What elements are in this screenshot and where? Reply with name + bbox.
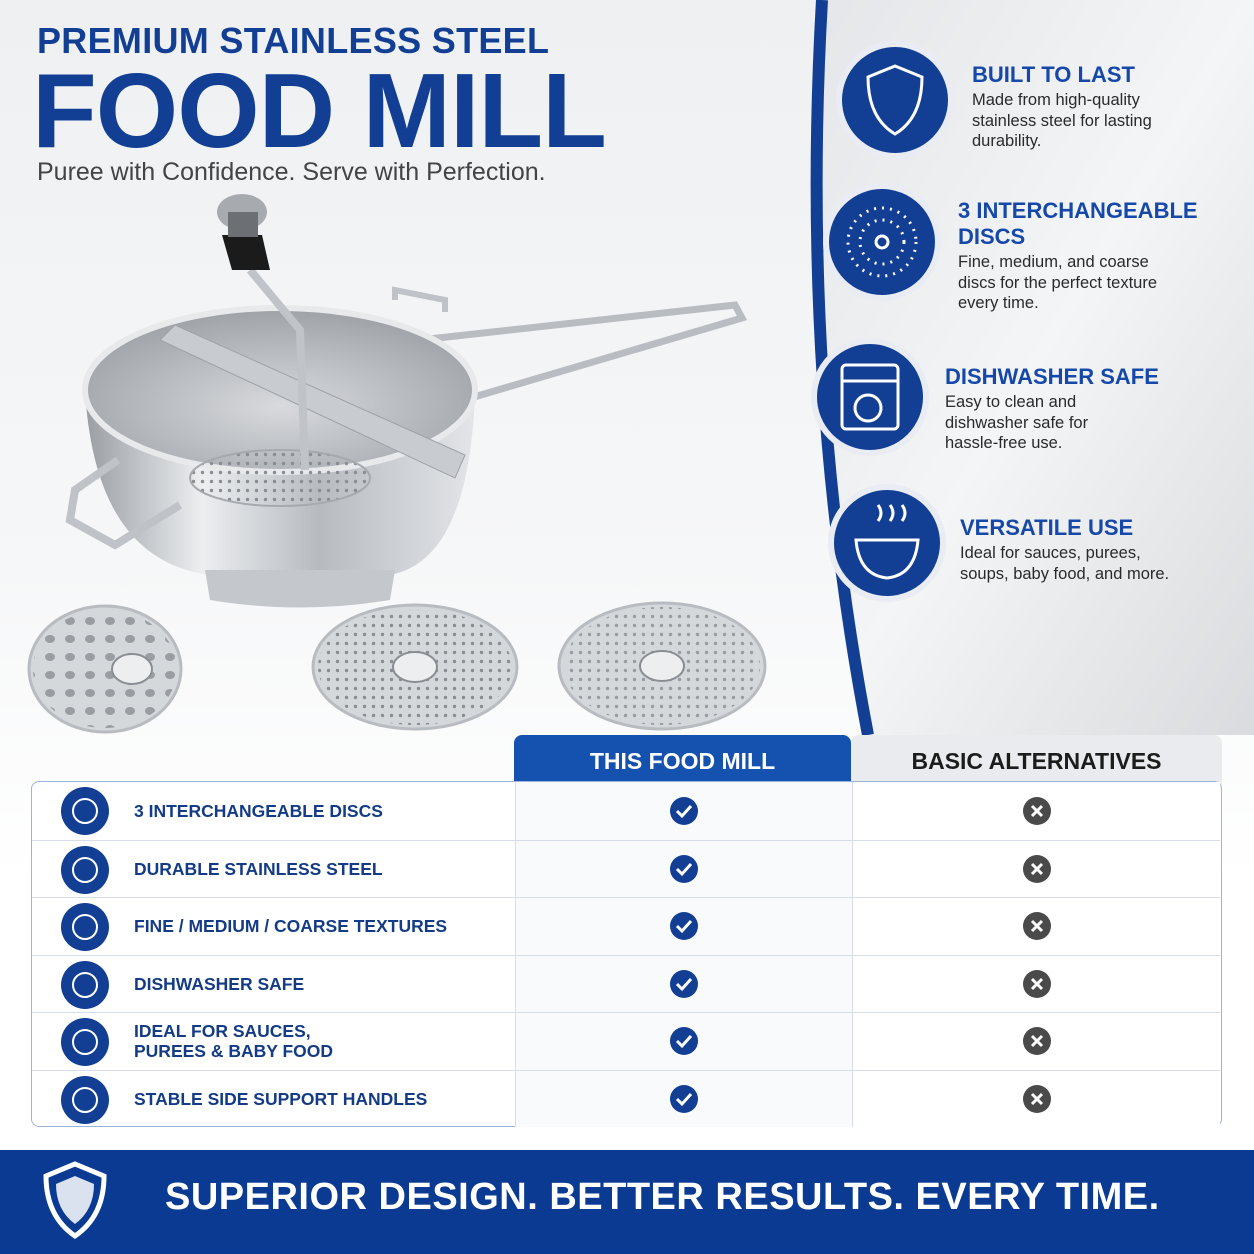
feature-text: Easy to clean and dishwasher safe for ha…: [945, 393, 1089, 452]
table-cell: [852, 955, 1220, 1012]
row-label: 3 INTERCHANGEABLE DISCS: [134, 800, 383, 821]
tagline: Puree with Confidence. Serve with Perfec…: [37, 158, 546, 186]
check-icon: [670, 912, 698, 941]
comparison-table: 3 INTERCHANGEABLE DISCS DURABLE STAINLESS…: [31, 781, 1222, 1127]
column-header: BASIC ALTERNATIVES: [851, 735, 1222, 787]
table-cell: [515, 898, 852, 955]
slogan: SUPERIOR DESIGN. BETTER RESULTS. EVERY T…: [165, 1176, 1160, 1218]
cross-icon: [1022, 796, 1051, 825]
table-cell: [515, 782, 852, 840]
table-row: STABLE SIDE SUPPORT HANDLES: [32, 1069, 1220, 1127]
title: FOOD MILL: [32, 52, 607, 170]
table-row: FINE / MEDIUM / COARSE TEXTURES: [32, 897, 1220, 955]
table-cell: [852, 1070, 1220, 1127]
feature-title: BUILT TO LAST: [972, 62, 1135, 87]
row-icon: [61, 1075, 109, 1124]
table-cell: [852, 1013, 1220, 1070]
table-row: 3 INTERCHANGEABLE DISCS: [32, 782, 1220, 840]
table-cell: [515, 1070, 852, 1127]
feature-text: Ideal for sauces, purees, soups, baby fo…: [960, 544, 1170, 583]
check-icon: [670, 854, 698, 883]
table-cell: [515, 840, 852, 897]
column-header: THIS FOOD MILL: [514, 735, 851, 787]
row-label: IDEAL FOR SAUCES, PUREES & BABY FOOD: [134, 1021, 334, 1062]
table-cell: [852, 898, 1220, 955]
footer-shield: [43, 1161, 107, 1240]
table-row: IDEAL FOR SAUCES, PUREES & BABY FOOD: [32, 1012, 1220, 1070]
cross-icon: [1022, 912, 1051, 941]
feature-text: Fine, medium, and coarse discs for the p…: [958, 253, 1158, 312]
feature-title: VERSATILE USE: [960, 515, 1134, 540]
cross-icon: [1022, 854, 1051, 883]
row-label: STABLE SIDE SUPPORT HANDLES: [134, 1088, 428, 1109]
feature: DISHWASHER SAFE Easy to clean and dishwa…: [945, 364, 1205, 454]
row-label: DISHWASHER SAFE: [134, 973, 305, 994]
row-icon: [61, 960, 109, 1009]
table-cell: [852, 840, 1220, 897]
check-icon: [670, 1084, 698, 1113]
row-icon: [61, 787, 109, 835]
table-row: DURABLE STAINLESS STEEL: [32, 839, 1220, 897]
row-icon: [61, 1018, 109, 1066]
table-cell: [515, 955, 852, 1012]
check-icon: [670, 796, 698, 825]
feature-title: DISHWASHER SAFE: [945, 364, 1159, 389]
feature: VERSATILE USE Ideal for sauces, purees, …: [960, 515, 1220, 584]
cross-icon: [1022, 1027, 1051, 1056]
row-label: FINE / MEDIUM / COARSE TEXTURES: [134, 916, 448, 937]
cross-icon: [1022, 969, 1051, 998]
feature-title: 3 INTERCHANGEABLE DISCS: [958, 198, 1198, 249]
eyebrow: PREMIUM STAINLESS STEEL: [37, 20, 550, 61]
footer-band: [0, 1150, 1254, 1254]
table-cell: [852, 782, 1220, 840]
table-row: DISHWASHER SAFE: [32, 954, 1220, 1012]
feature-text: Made from high-quality stainless steel f…: [972, 91, 1152, 150]
feature: 3 INTERCHANGEABLE DISCS Fine, medium, an…: [958, 198, 1218, 314]
row-icon: [61, 903, 109, 951]
cross-icon: [1022, 1084, 1051, 1113]
row-label: DURABLE STAINLESS STEEL: [134, 858, 383, 879]
check-icon: [670, 969, 698, 998]
check-icon: [670, 1027, 698, 1056]
feature: BUILT TO LAST Made from high-quality sta…: [972, 62, 1202, 152]
table-cell: [515, 1013, 852, 1070]
row-icon: [61, 845, 109, 894]
